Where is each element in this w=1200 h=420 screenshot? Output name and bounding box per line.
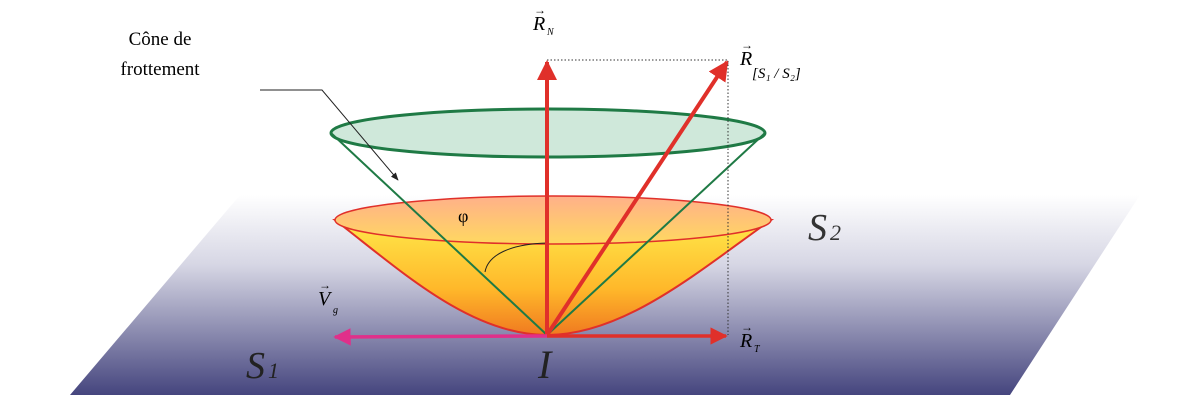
friction-cone-left-edge — [330, 132, 548, 336]
svg-text:g: g — [333, 305, 338, 316]
svg-text:2: 2 — [830, 220, 841, 245]
svg-text:[S₁ / S₂]: [S₁ / S₂] — [752, 66, 801, 82]
svg-text:S: S — [808, 207, 827, 249]
arrow-r-resultant — [545, 60, 729, 337]
label-s1: S 1 — [246, 345, 279, 387]
svg-text:→: → — [741, 38, 753, 52]
label-phi: φ — [458, 206, 468, 226]
cone-label-line2: frottement — [120, 59, 200, 80]
friction-cone-right-edge — [546, 132, 766, 336]
label-rn: R N → — [532, 3, 555, 38]
svg-text:→: → — [741, 320, 753, 334]
svg-text:V: V — [318, 288, 333, 310]
svg-text:→: → — [534, 3, 546, 17]
label-vg: V g → — [318, 278, 338, 316]
arrow-vg — [333, 328, 548, 346]
svg-text:N: N — [546, 27, 555, 38]
svg-text:T: T — [754, 344, 761, 355]
svg-text:S: S — [246, 345, 265, 387]
svg-text:1: 1 — [268, 358, 279, 383]
svg-text:R: R — [739, 330, 752, 352]
cone-label-leader — [260, 89, 399, 181]
label-rt: R T → — [739, 320, 761, 355]
label-s2: S 2 — [808, 207, 841, 249]
label-point-i: I — [537, 342, 553, 387]
svg-text:→: → — [319, 278, 331, 292]
label-r-resultant: R [S₁ / S₂] → — [739, 38, 801, 82]
svg-text:R: R — [532, 13, 545, 35]
cone-label-line1: Cône de — [129, 29, 192, 50]
angle-phi-arc — [484, 242, 548, 273]
construction-lines — [547, 59, 729, 335]
svg-text:R: R — [739, 48, 752, 70]
cone-top-ellipse — [334, 195, 772, 245]
